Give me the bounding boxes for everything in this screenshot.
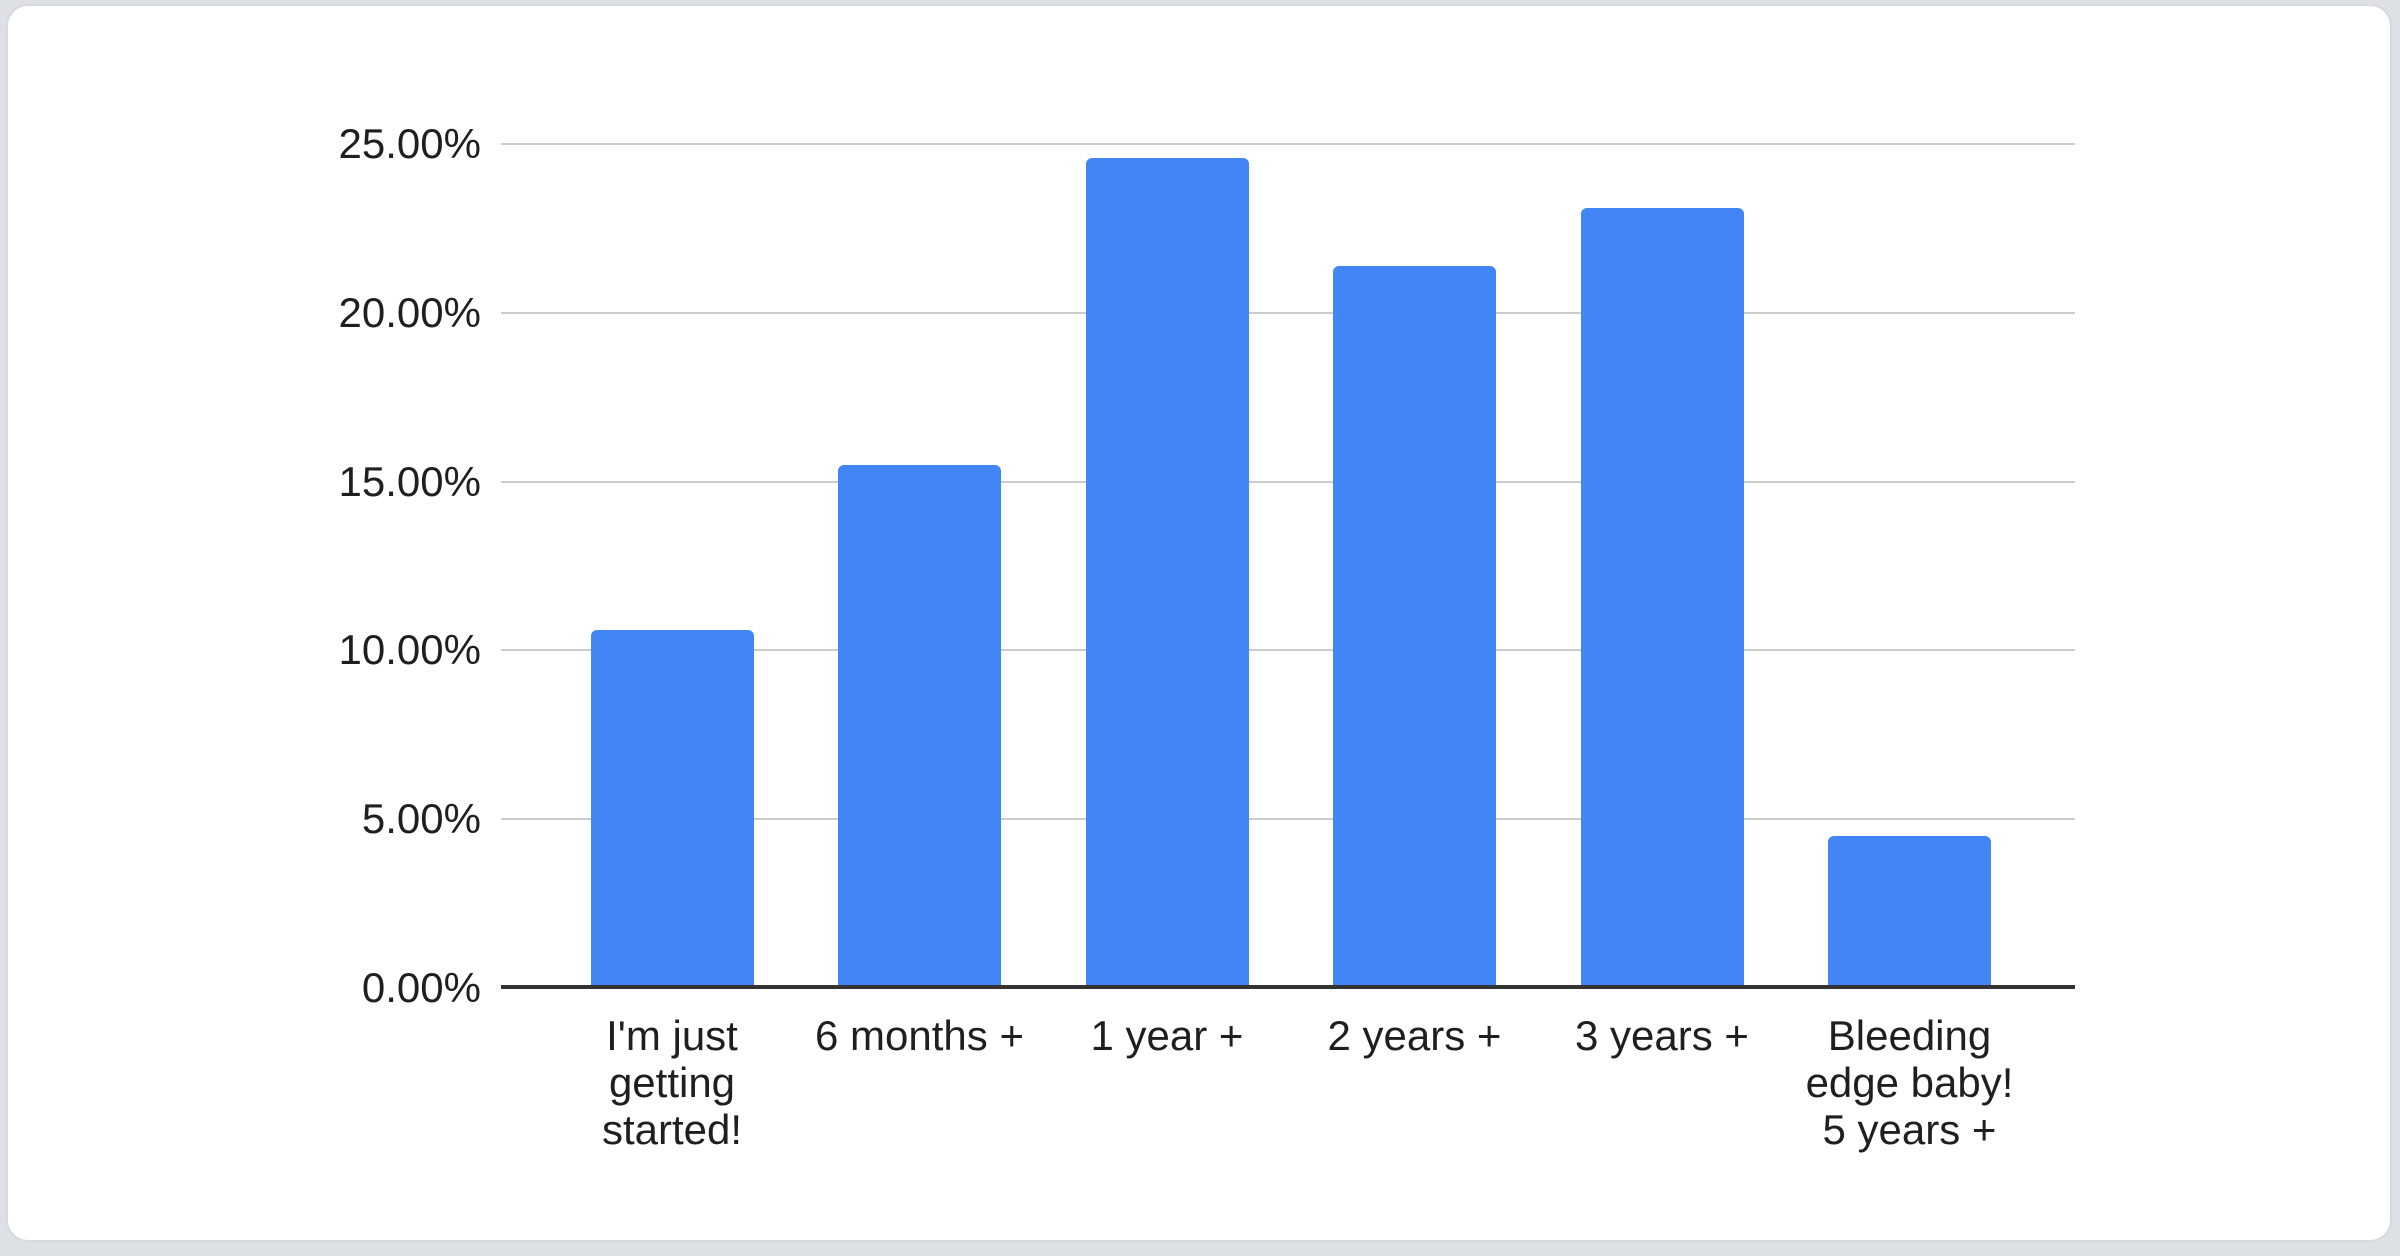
- x-category-label-line: 2 years +: [1327, 1012, 1502, 1059]
- chart-card: 0.00% 5.00% 10.00% 15.00% 20.00% 25.00% I'm j…: [6, 4, 2392, 1242]
- x-axis-line: [501, 985, 2075, 989]
- bar-6: [1828, 836, 1991, 988]
- gridline-20.00%: [501, 311, 2075, 314]
- y-tick-label: 0.00%: [361, 964, 481, 1011]
- x-category-label-5: 3 years +: [1512, 1012, 1812, 1059]
- x-category-label-6: Bleeding edge baby! 5 years +: [1760, 1012, 2060, 1153]
- y-tick-label: 15.00%: [338, 457, 481, 505]
- x-category-label-3: 1 year +: [1017, 1012, 1317, 1059]
- x-category-label-line: 5 years +: [1822, 1106, 1997, 1153]
- x-category-label-line: started!: [601, 1106, 743, 1153]
- bar-chart: 0.00% 5.00% 10.00% 15.00% 20.00% 25.00% I'm j…: [8, 6, 2390, 1240]
- y-tick-label: 5.00%: [361, 795, 481, 843]
- gridline-10.00%: [501, 649, 2075, 652]
- bar-5: [1580, 208, 1744, 988]
- y-tick-label: 20.00%: [338, 288, 481, 336]
- x-category-label-line: getting: [608, 1059, 736, 1106]
- x-category-label-line: I'm just: [606, 1012, 738, 1059]
- bar-1: [590, 630, 754, 988]
- y-tick-label: 10.00%: [338, 626, 481, 674]
- bar-2: [838, 464, 1001, 988]
- x-category-label-4: 2 years +: [1265, 1012, 1565, 1059]
- gridline-5.00%: [501, 818, 2075, 821]
- x-category-label-line: 3 years +: [1575, 1012, 1749, 1059]
- y-tick-label: 25.00%: [338, 120, 481, 167]
- x-category-label-1: I'm just getting started!: [522, 1012, 822, 1153]
- x-category-label-line: Bleeding: [1827, 1012, 1992, 1059]
- x-category-label-line: 6 months +: [815, 1012, 1024, 1059]
- bar-3: [1085, 157, 1249, 988]
- gridline-25.00%: [501, 143, 2075, 145]
- x-category-label-line: 1 year +: [1090, 1012, 1244, 1059]
- bar-4: [1333, 265, 1496, 988]
- gridline-15.00%: [501, 480, 2075, 483]
- x-category-label-line: edge baby!: [1805, 1059, 2014, 1106]
- x-category-label-2: 6 months +: [770, 1012, 1070, 1059]
